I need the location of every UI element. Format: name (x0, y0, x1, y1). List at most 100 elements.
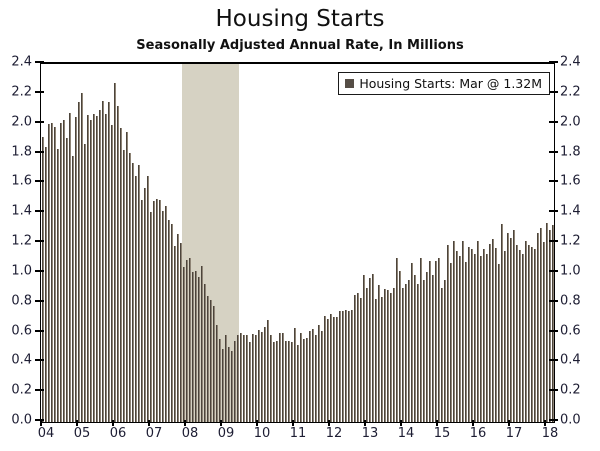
bar (440, 287, 443, 422)
y-axis-tick (549, 299, 558, 302)
chart-subtitle: Seasonally Adjusted Annual Rate, In Mill… (136, 38, 464, 53)
bar (314, 334, 317, 422)
bar (110, 124, 113, 422)
y-axis-tick (549, 120, 558, 123)
y-tick-label-right: 1.6 (560, 173, 581, 189)
x-axis-tick (76, 420, 78, 426)
bar (284, 341, 287, 422)
bar (158, 199, 161, 422)
y-tick-label-left: 0.6 (11, 323, 32, 338)
bar (371, 273, 374, 422)
bar (185, 260, 188, 422)
bar (509, 237, 512, 422)
bar (44, 146, 47, 422)
bar (530, 247, 533, 422)
legend-label: Housing Starts: Mar @ 1.32M (359, 76, 542, 91)
x-tick-label: 14 (397, 426, 415, 441)
legend-marker-icon (345, 79, 355, 88)
bar (254, 335, 257, 422)
bar (455, 250, 458, 422)
bar (224, 335, 227, 422)
bar (71, 156, 74, 422)
x-axis-tick (220, 420, 222, 426)
bar (113, 82, 116, 422)
bar (335, 316, 338, 422)
legend-box: Housing Starts: Mar @ 1.32M (338, 72, 550, 95)
bar (152, 201, 155, 422)
bar (278, 332, 281, 422)
bar (272, 342, 275, 422)
bar (536, 233, 539, 422)
bar (122, 150, 125, 422)
bar (470, 249, 473, 422)
x-axis-tick (400, 420, 402, 426)
bar (539, 227, 542, 422)
bar (257, 330, 260, 422)
x-axis-tick (364, 420, 366, 426)
bar (293, 328, 296, 422)
bar (317, 325, 320, 422)
bar (377, 284, 380, 422)
bar (125, 132, 128, 422)
bar (506, 232, 509, 422)
x-tick-label: 15 (433, 426, 451, 441)
bar (515, 244, 518, 422)
bar (521, 253, 524, 422)
bar (251, 334, 254, 422)
bar (458, 256, 461, 422)
bar (290, 341, 293, 422)
bar (221, 348, 224, 422)
bar (86, 114, 89, 422)
bar (350, 310, 353, 422)
bar (383, 289, 386, 422)
y-tick-label-left: 0.4 (11, 352, 32, 368)
bar (398, 271, 401, 422)
bar (353, 294, 356, 422)
bar (464, 262, 467, 422)
y-tick-label-right: 0.6 (560, 323, 581, 338)
bar (50, 123, 53, 422)
bar (485, 253, 488, 422)
x-axis-tick (436, 420, 438, 426)
bar (548, 229, 551, 422)
bar (65, 137, 68, 422)
y-axis-tick (549, 210, 558, 213)
bar (476, 241, 479, 422)
bar (242, 334, 245, 422)
y-tick-label-right: 1.0 (560, 263, 581, 279)
bar (401, 288, 404, 422)
y-tick-label-left: 1.0 (11, 263, 32, 279)
bar (188, 257, 191, 422)
bar (218, 338, 221, 422)
bar (392, 287, 395, 422)
bar (491, 239, 494, 422)
y-tick-label-left: 1.4 (11, 203, 32, 219)
bar (47, 124, 50, 422)
x-tick-label: 06 (109, 426, 127, 441)
x-tick-label: 11 (289, 426, 307, 441)
bar (197, 276, 200, 422)
bar (191, 272, 194, 422)
bar (146, 176, 149, 422)
bar (356, 293, 359, 422)
bar (101, 101, 104, 422)
bar (512, 229, 515, 422)
x-axis-tick (472, 420, 474, 426)
bar (275, 340, 278, 422)
y-tick-label-right: 1.2 (560, 233, 581, 249)
bar (212, 306, 215, 422)
x-tick-label: 05 (73, 426, 91, 441)
bar (551, 225, 554, 422)
y-tick-label-left: 2.2 (11, 84, 32, 100)
bar (230, 350, 233, 422)
y-axis-tick (35, 269, 44, 272)
bar (305, 338, 308, 422)
bar (134, 175, 137, 422)
y-tick-label-left: 2.4 (11, 54, 32, 70)
x-tick-label: 07 (145, 426, 163, 441)
y-axis-tick (35, 389, 44, 392)
bar (107, 101, 110, 422)
bar (206, 296, 209, 422)
x-tick-label: 09 (217, 426, 235, 441)
bar (248, 342, 251, 422)
